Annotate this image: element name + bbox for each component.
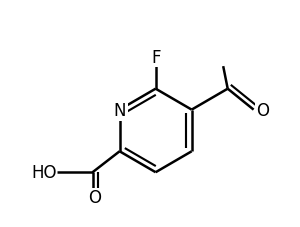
Text: O: O — [88, 189, 101, 207]
Text: HO: HO — [31, 163, 56, 181]
Text: F: F — [151, 49, 160, 66]
Text: N: N — [113, 101, 126, 119]
Text: O: O — [256, 101, 269, 119]
